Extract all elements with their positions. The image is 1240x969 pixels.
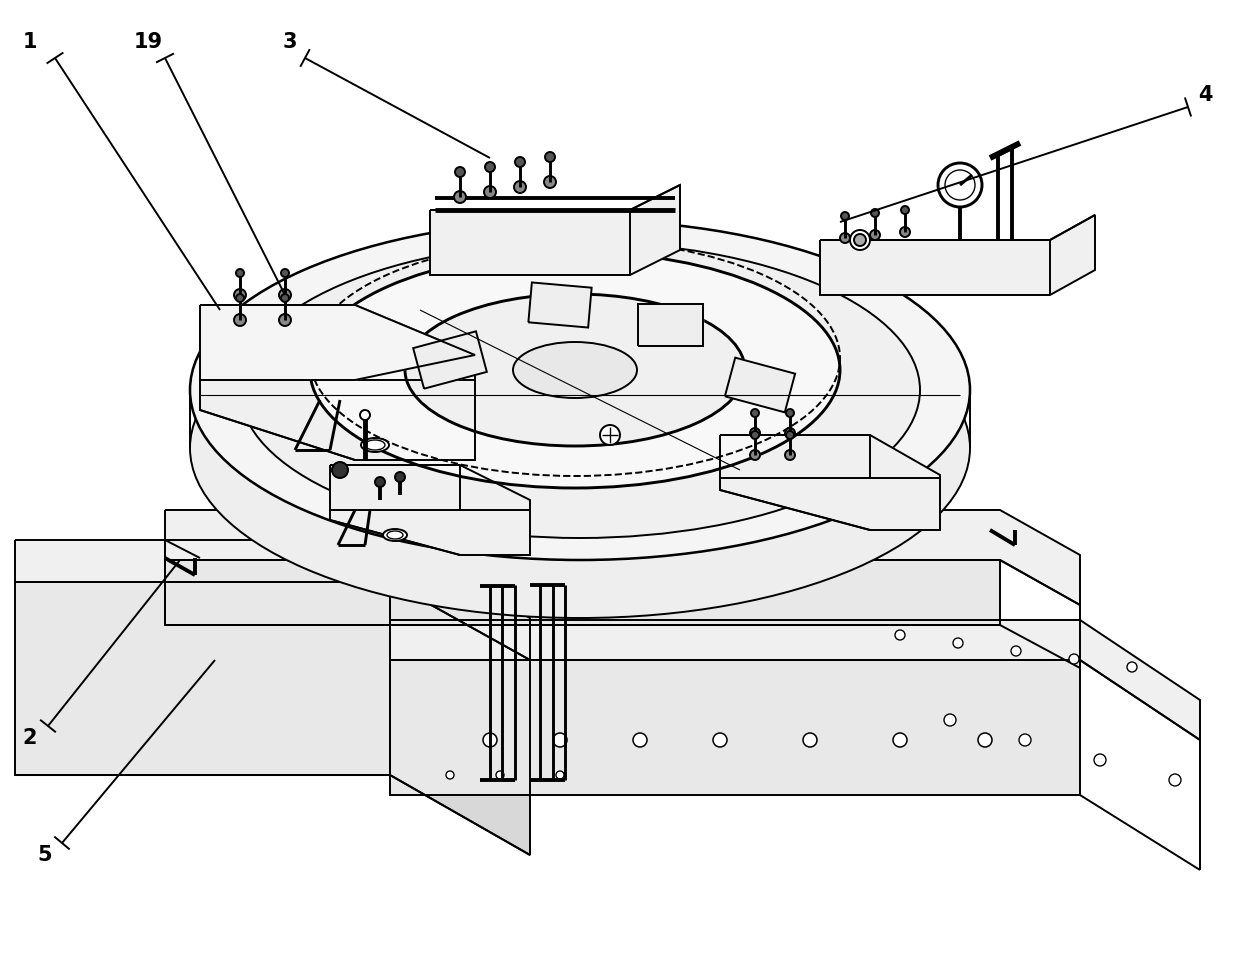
Text: 4: 4 xyxy=(1198,85,1213,105)
Circle shape xyxy=(360,410,370,420)
Circle shape xyxy=(446,771,454,779)
Circle shape xyxy=(485,162,495,172)
Polygon shape xyxy=(637,304,703,346)
Polygon shape xyxy=(528,282,591,328)
Circle shape xyxy=(804,733,817,747)
Ellipse shape xyxy=(513,342,637,398)
Polygon shape xyxy=(430,185,680,275)
Circle shape xyxy=(1169,774,1180,786)
Polygon shape xyxy=(720,435,940,530)
Circle shape xyxy=(484,186,496,198)
Ellipse shape xyxy=(190,278,970,618)
Circle shape xyxy=(281,269,289,277)
Text: 2: 2 xyxy=(22,728,37,748)
Circle shape xyxy=(236,269,244,277)
Polygon shape xyxy=(15,540,529,660)
Circle shape xyxy=(281,294,289,302)
Circle shape xyxy=(751,431,759,439)
Polygon shape xyxy=(413,331,487,389)
Circle shape xyxy=(332,462,348,478)
Circle shape xyxy=(978,733,992,747)
Circle shape xyxy=(870,209,879,217)
Polygon shape xyxy=(820,215,1095,295)
Ellipse shape xyxy=(190,220,970,560)
Circle shape xyxy=(279,289,291,301)
Polygon shape xyxy=(200,305,475,460)
Circle shape xyxy=(374,477,384,487)
Polygon shape xyxy=(165,560,999,625)
Polygon shape xyxy=(391,660,1080,795)
Circle shape xyxy=(484,733,497,747)
Polygon shape xyxy=(330,465,529,555)
Circle shape xyxy=(454,191,466,203)
Circle shape xyxy=(954,638,963,648)
Circle shape xyxy=(945,170,975,200)
Circle shape xyxy=(893,733,906,747)
Polygon shape xyxy=(165,510,1080,605)
Circle shape xyxy=(396,472,405,482)
Circle shape xyxy=(1069,654,1079,664)
Polygon shape xyxy=(15,582,391,775)
Circle shape xyxy=(1011,646,1021,656)
Circle shape xyxy=(839,233,849,243)
Circle shape xyxy=(785,450,795,460)
Circle shape xyxy=(750,428,760,438)
Polygon shape xyxy=(200,305,475,380)
Text: 1: 1 xyxy=(22,32,37,52)
Circle shape xyxy=(849,230,870,250)
Circle shape xyxy=(515,181,526,193)
Circle shape xyxy=(496,771,503,779)
Circle shape xyxy=(1094,754,1106,766)
Circle shape xyxy=(713,733,727,747)
Circle shape xyxy=(546,152,556,162)
Circle shape xyxy=(544,176,556,188)
Circle shape xyxy=(236,294,244,302)
Circle shape xyxy=(515,157,525,167)
Circle shape xyxy=(632,733,647,747)
Circle shape xyxy=(870,230,880,240)
Text: 5: 5 xyxy=(37,845,52,865)
Ellipse shape xyxy=(241,242,920,538)
Circle shape xyxy=(600,425,620,445)
Ellipse shape xyxy=(383,529,407,541)
Text: 19: 19 xyxy=(134,32,162,52)
Circle shape xyxy=(1019,734,1030,746)
Polygon shape xyxy=(391,582,529,855)
Circle shape xyxy=(750,450,760,460)
Circle shape xyxy=(556,771,564,779)
Text: 3: 3 xyxy=(283,32,298,52)
Polygon shape xyxy=(725,358,795,413)
Circle shape xyxy=(841,212,849,220)
Circle shape xyxy=(751,409,759,417)
Circle shape xyxy=(944,714,956,726)
Circle shape xyxy=(1127,662,1137,672)
Circle shape xyxy=(234,314,246,326)
Circle shape xyxy=(895,630,905,640)
Circle shape xyxy=(785,428,795,438)
Circle shape xyxy=(553,733,567,747)
Polygon shape xyxy=(391,620,1200,740)
Circle shape xyxy=(455,167,465,177)
Ellipse shape xyxy=(310,252,839,488)
Circle shape xyxy=(854,234,866,246)
Ellipse shape xyxy=(361,438,389,452)
Circle shape xyxy=(901,206,909,214)
Circle shape xyxy=(234,289,246,301)
Circle shape xyxy=(937,163,982,207)
Circle shape xyxy=(279,314,291,326)
Circle shape xyxy=(786,431,794,439)
Circle shape xyxy=(786,409,794,417)
Ellipse shape xyxy=(405,294,745,446)
Circle shape xyxy=(900,227,910,237)
